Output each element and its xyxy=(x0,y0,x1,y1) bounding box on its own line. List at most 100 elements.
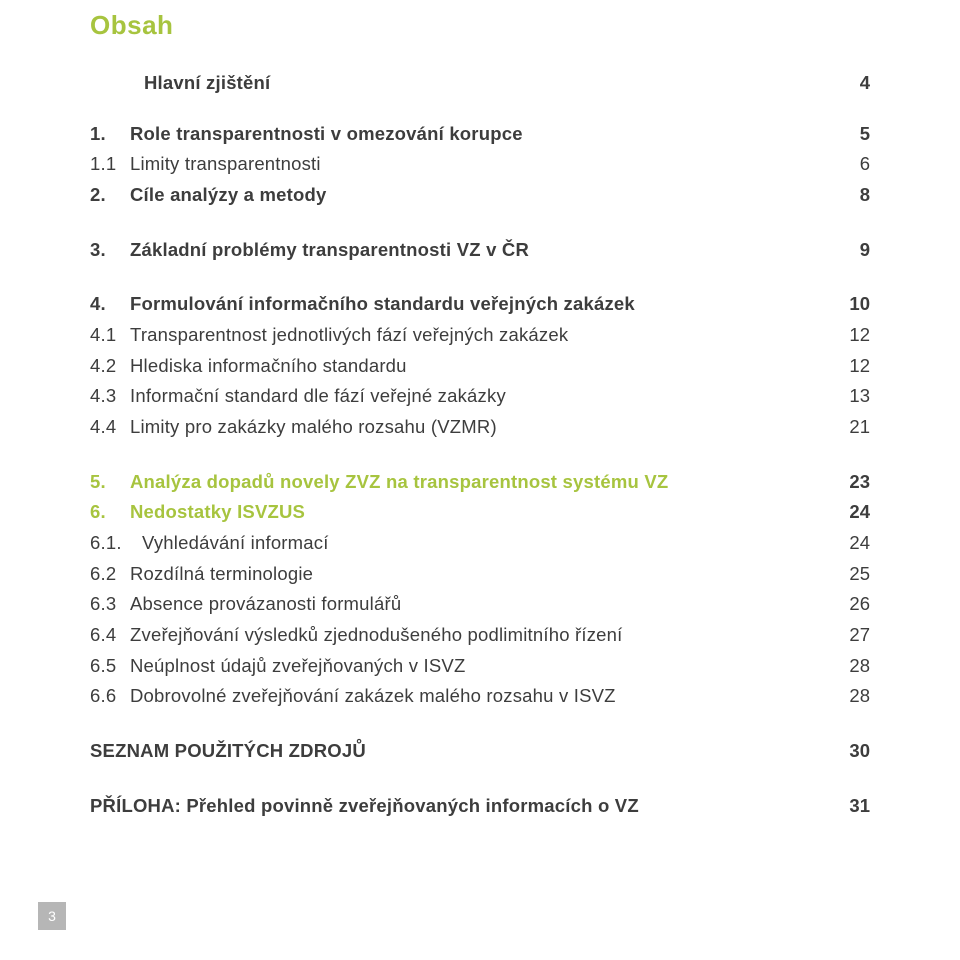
toc-label: 6.2Rozdílná terminologie xyxy=(90,560,313,589)
toc-text: Zveřejňování výsledků zjednodušeného pod… xyxy=(130,624,623,645)
toc-page: 9 xyxy=(840,239,870,261)
toc-label: 6.3Absence provázanosti formulářů xyxy=(90,590,401,619)
toc-label: 6.1.Vyhledávání informací xyxy=(90,529,329,558)
toc-page: 25 xyxy=(840,563,870,585)
toc-row: 6.6Dobrovolné zveřejňování zakázek maléh… xyxy=(90,682,870,711)
toc-row: 4.4Limity pro zakázky malého rozsahu (VZ… xyxy=(90,413,870,442)
toc-text: Informační standard dle fází veřejné zak… xyxy=(130,385,506,406)
toc-number: 4. xyxy=(90,290,130,319)
toc-text: Limity pro zakázky malého rozsahu (VZMR) xyxy=(130,416,497,437)
toc-label: 4.1Transparentnost jednotlivých fází veř… xyxy=(90,321,568,350)
toc-label: 6.4Zveřejňování výsledků zjednodušeného … xyxy=(90,621,623,650)
toc-number: 6.4 xyxy=(90,621,130,650)
toc-block: 3.Základní problémy transparentnosti VZ … xyxy=(90,236,870,265)
toc-number: 4.3 xyxy=(90,382,130,411)
page-number: 3 xyxy=(48,908,56,924)
toc-row: 2.Cíle analýzy a metody 8 xyxy=(90,181,870,210)
toc-page: 12 xyxy=(840,355,870,377)
page-number-badge: 3 xyxy=(38,902,66,930)
toc-block: Hlavní zjištění 4 xyxy=(90,69,870,98)
toc-label: 2.Cíle analýzy a metody xyxy=(90,181,326,210)
toc-row: Hlavní zjištění 4 xyxy=(90,69,870,98)
toc-block: SEZNAM POUŽITÝCH ZDROJŮ 30 xyxy=(90,737,870,766)
toc-page: 8 xyxy=(840,184,870,206)
toc-row: 6.3Absence provázanosti formulářů 26 xyxy=(90,590,870,619)
toc-block: 1.Role transparentnosti v omezování koru… xyxy=(90,120,870,210)
toc-text: Formulování informačního standardu veřej… xyxy=(130,293,635,314)
toc-row: 6.4Zveřejňování výsledků zjednodušeného … xyxy=(90,621,870,650)
toc-label: 4.4Limity pro zakázky malého rozsahu (VZ… xyxy=(90,413,497,442)
toc-text: Nedostatky ISVZUS xyxy=(130,501,305,522)
toc-page: 24 xyxy=(840,501,870,523)
toc-row: 4.2Hlediska informačního standardu 12 xyxy=(90,352,870,381)
toc-page: 21 xyxy=(840,416,870,438)
toc-number: 4.1 xyxy=(90,321,130,350)
toc-page: 4 xyxy=(840,72,870,94)
toc-page: 6 xyxy=(840,153,870,175)
toc-text: Základní problémy transparentnosti VZ v … xyxy=(130,239,529,260)
toc-row: SEZNAM POUŽITÝCH ZDROJŮ 30 xyxy=(90,737,870,766)
toc-row: 4.Formulování informačního standardu veř… xyxy=(90,290,870,319)
toc-label: Hlavní zjištění xyxy=(144,69,270,98)
toc-text: Absence provázanosti formulářů xyxy=(130,593,401,614)
toc-label: 3.Základní problémy transparentnosti VZ … xyxy=(90,236,529,265)
toc-number: 3. xyxy=(90,236,130,265)
toc-text: Neúplnost údajů zveřejňovaných v ISVZ xyxy=(130,655,465,676)
toc-text: Cíle analýzy a metody xyxy=(130,184,326,205)
toc-row: 6.5Neúplnost údajů zveřejňovaných v ISVZ… xyxy=(90,652,870,681)
toc-page: 13 xyxy=(840,385,870,407)
toc-number: 4.4 xyxy=(90,413,130,442)
toc-row: PŘÍLOHA: Přehled povinně zveřejňovaných … xyxy=(90,792,870,821)
toc-page: 28 xyxy=(840,685,870,707)
toc-text: Rozdílná terminologie xyxy=(130,563,313,584)
toc-page: 24 xyxy=(840,532,870,554)
toc-label: 4.3Informační standard dle fází veřejné … xyxy=(90,382,506,411)
toc-page: 5 xyxy=(840,123,870,145)
toc-page: 30 xyxy=(840,740,870,762)
toc-number: 6.6 xyxy=(90,682,130,711)
toc-text: Dobrovolné zveřejňování zakázek malého r… xyxy=(130,685,616,706)
toc-page: 10 xyxy=(840,293,870,315)
page-title: Obsah xyxy=(90,10,870,41)
toc-page: 12 xyxy=(840,324,870,346)
toc-number: 6. xyxy=(90,498,130,527)
toc-text: Analýza dopadů novely ZVZ na transparent… xyxy=(130,471,668,492)
toc-page: 27 xyxy=(840,624,870,646)
toc-row: 3.Základní problémy transparentnosti VZ … xyxy=(90,236,870,265)
toc-label: 5.Analýza dopadů novely ZVZ na transpare… xyxy=(90,468,668,497)
toc-page: 23 xyxy=(840,471,870,493)
toc-label: 6.Nedostatky ISVZUS xyxy=(90,498,305,527)
toc-number: 6.3 xyxy=(90,590,130,619)
toc-label: 6.5Neúplnost údajů zveřejňovaných v ISVZ xyxy=(90,652,465,681)
toc-row: 6.Nedostatky ISVZUS 24 xyxy=(90,498,870,527)
toc-number: 6.2 xyxy=(90,560,130,589)
toc-label: PŘÍLOHA: Přehled povinně zveřejňovaných … xyxy=(90,792,639,821)
toc-row: 4.1Transparentnost jednotlivých fází veř… xyxy=(90,321,870,350)
toc-page: 31 xyxy=(840,795,870,817)
toc-text: Vyhledávání informací xyxy=(142,532,329,553)
toc-label: 4.Formulování informačního standardu veř… xyxy=(90,290,635,319)
toc-page: 28 xyxy=(840,655,870,677)
toc-text: Hlediska informačního standardu xyxy=(130,355,407,376)
toc-label: 1.1Limity transparentnosti xyxy=(90,150,321,179)
toc-text: Limity transparentnosti xyxy=(130,153,321,174)
toc-block: PŘÍLOHA: Přehled povinně zveřejňovaných … xyxy=(90,792,870,821)
toc-number: 1. xyxy=(90,120,130,149)
toc-label: SEZNAM POUŽITÝCH ZDROJŮ xyxy=(90,737,366,766)
toc-row: 1.Role transparentnosti v omezování koru… xyxy=(90,120,870,149)
toc-block: 4.Formulování informačního standardu veř… xyxy=(90,290,870,441)
toc-text: Transparentnost jednotlivých fází veřejn… xyxy=(130,324,568,345)
toc-row: 6.1.Vyhledávání informací 24 xyxy=(90,529,870,558)
toc-number: 5. xyxy=(90,468,130,497)
toc-row: 1.1Limity transparentnosti 6 xyxy=(90,150,870,179)
toc-label: 1.Role transparentnosti v omezování koru… xyxy=(90,120,523,149)
document-page: Obsah Hlavní zjištění 4 1.Role transpare… xyxy=(0,0,960,960)
toc-page: 26 xyxy=(840,593,870,615)
toc-row: 6.2Rozdílná terminologie 25 xyxy=(90,560,870,589)
toc-block: 5.Analýza dopadů novely ZVZ na transpare… xyxy=(90,468,870,711)
toc-number: 1.1 xyxy=(90,150,130,179)
toc-number: 4.2 xyxy=(90,352,130,381)
toc-row: 4.3Informační standard dle fází veřejné … xyxy=(90,382,870,411)
toc-label: 4.2Hlediska informačního standardu xyxy=(90,352,407,381)
toc-number: 2. xyxy=(90,181,130,210)
